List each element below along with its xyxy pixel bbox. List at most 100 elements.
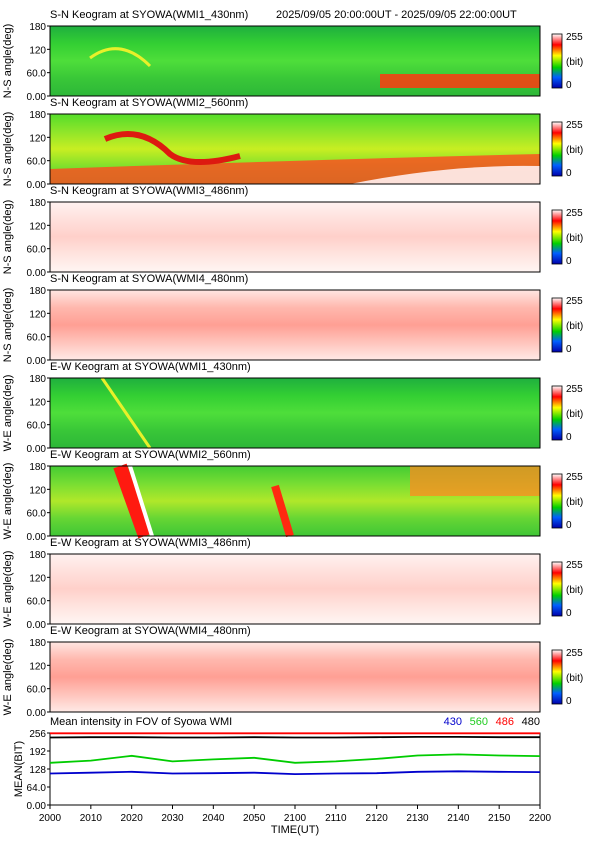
legend-entry: 430 <box>444 716 462 728</box>
colorbar <box>551 385 563 441</box>
white-streak <box>128 465 154 537</box>
x-tick-label: 2120 <box>366 813 389 824</box>
colorbar-unit-label: (bit) <box>566 145 583 156</box>
panel-title: E-W Keogram at SYOWA(WMI1_430nm) <box>50 361 251 373</box>
x-tick-label: 2100 <box>284 813 307 824</box>
time-range-label: 2025/09/05 20:00:00UT - 2025/09/05 22:00… <box>276 9 517 21</box>
y-axis-label: W-E angle(deg) <box>2 375 14 452</box>
y-tick-label: 120 <box>29 573 46 584</box>
y-tick-label: 0.00 <box>27 92 47 103</box>
heatmap-field <box>50 642 540 712</box>
colorbar <box>551 561 563 617</box>
y-tick-label: 180 <box>29 550 46 561</box>
legend-entry: 560 <box>470 716 488 728</box>
colorbar-min-label: 0 <box>566 168 572 179</box>
keogram-panel-3: S-N Keogram at SYOWA(WMI3_486nm) 0.00 60.0… <box>2 185 583 279</box>
y-tick-label: 120 <box>29 397 46 408</box>
y-axis-label: N-S angle(deg) <box>2 288 14 363</box>
colorbar-max-label: 255 <box>566 560 583 571</box>
x-tick-label: 2000 <box>39 813 62 824</box>
colorbar-max-label: 255 <box>566 648 583 659</box>
colorbar-min-label: 0 <box>566 608 572 619</box>
x-tick-label: 2050 <box>243 813 266 824</box>
y-tick-label: 0.00 <box>27 356 47 367</box>
x-tick-label: 2140 <box>447 813 470 824</box>
colorbar-unit-label: (bit) <box>566 233 583 244</box>
heatmap-field <box>50 378 540 448</box>
legend-entry: 486 <box>496 716 514 728</box>
y-tick-label: 60.0 <box>27 421 47 432</box>
y-tick-label: 60.0 <box>27 509 47 520</box>
panel-frame <box>49 377 541 449</box>
y-tick-label: 0.00 <box>27 532 47 543</box>
series-line-430 <box>49 770 541 776</box>
heatmap-field <box>50 290 540 360</box>
panel-frame <box>49 553 541 625</box>
y-tick-label: 128 <box>29 765 46 776</box>
y-tick-label: 0.00 <box>27 180 47 191</box>
colorbar <box>551 473 563 529</box>
panel-title: S-N Keogram at SYOWA(WMI1_430nm) <box>50 9 248 21</box>
y-axis-label: W-E angle(deg) <box>2 463 14 540</box>
y-axis-label: W-E angle(deg) <box>2 639 14 716</box>
panel-title: E-W Keogram at SYOWA(WMI2_560nm) <box>50 449 251 461</box>
keogram-panel-1: S-N Keogram at SYOWA(WMI1_430nm) 2025/09/… <box>2 9 583 103</box>
panel-frame <box>49 641 541 713</box>
colorbar-max-label: 255 <box>566 296 583 307</box>
y-tick-label: 0.00 <box>27 708 47 719</box>
panel-title: S-N Keogram at SYOWA(WMI4_480nm) <box>50 273 248 285</box>
red-streak <box>271 484 294 538</box>
x-tick-label: 2130 <box>406 813 429 824</box>
keogram-panel-8: E-W Keogram at SYOWA(WMI4_480nm) 0.00 60.0… <box>2 625 583 719</box>
y-tick-label: 120 <box>29 485 46 496</box>
keogram-panel-6: E-W Keogram at SYOWA(WMI2_560nm) 0.00 60.0… <box>2 449 583 543</box>
panel-frame <box>49 289 541 361</box>
colorbar <box>551 649 563 705</box>
red-band <box>380 74 540 88</box>
colorbar-max-label: 255 <box>566 120 583 131</box>
line-title: Mean intensity in FOV of Syowa WMI <box>50 716 232 728</box>
panel-frame <box>49 113 541 185</box>
y-axis-label: MEAN(BIT) <box>13 741 25 797</box>
heatmap-field <box>50 202 540 272</box>
x-tick-label: 2010 <box>80 813 103 824</box>
y-tick-label: 180 <box>29 22 46 33</box>
y-tick-label: 120 <box>29 133 46 144</box>
y-axis-label: N-S angle(deg) <box>2 24 14 99</box>
colorbar-unit-label: (bit) <box>566 585 583 596</box>
legend-entry: 480 <box>522 716 540 728</box>
panel-frame <box>49 201 541 273</box>
y-tick-label: 60.0 <box>27 597 47 608</box>
colorbar-unit-label: (bit) <box>566 497 583 508</box>
y-tick-label: 64.0 <box>27 783 47 794</box>
x-tick-label: 2150 <box>488 813 511 824</box>
keogram-panel-5: E-W Keogram at SYOWA(WMI1_430nm) 0.00 60.0… <box>2 361 583 455</box>
orange-region <box>410 466 540 496</box>
y-tick-label: 180 <box>29 110 46 121</box>
keogram-panel-7: E-W Keogram at SYOWA(WMI3_486nm) 0.00 60.0… <box>2 537 583 631</box>
y-tick-label: 120 <box>29 309 46 320</box>
y-tick-label: 60.0 <box>27 333 47 344</box>
colorbar-unit-label: (bit) <box>566 321 583 332</box>
y-tick-label: 0.00 <box>27 801 47 812</box>
yellow-streak <box>100 377 152 449</box>
x-axis-label: TIME(UT) <box>271 824 319 836</box>
colorbar <box>551 121 563 177</box>
keogram-panels: S-N Keogram at SYOWA(WMI1_430nm) 2025/09/… <box>2 9 583 719</box>
panel-title: E-W Keogram at SYOWA(WMI4_480nm) <box>50 625 251 637</box>
colorbar <box>551 33 563 89</box>
colorbar-max-label: 255 <box>566 384 583 395</box>
red-arc <box>103 131 241 166</box>
y-tick-label: 180 <box>29 198 46 209</box>
mean-intensity-panel: Mean intensity in FOV of Syowa WMI 480 486… <box>13 716 552 836</box>
colorbar-min-label: 0 <box>566 256 572 267</box>
colorbar <box>551 209 563 265</box>
y-tick-label: 120 <box>29 221 46 232</box>
x-tick-label: 2020 <box>121 813 144 824</box>
x-tick-label: 2200 <box>529 813 552 824</box>
y-tick-label: 180 <box>29 374 46 385</box>
y-tick-label: 180 <box>29 638 46 649</box>
y-tick-label: 0.00 <box>27 620 47 631</box>
colorbar-max-label: 255 <box>566 32 583 43</box>
